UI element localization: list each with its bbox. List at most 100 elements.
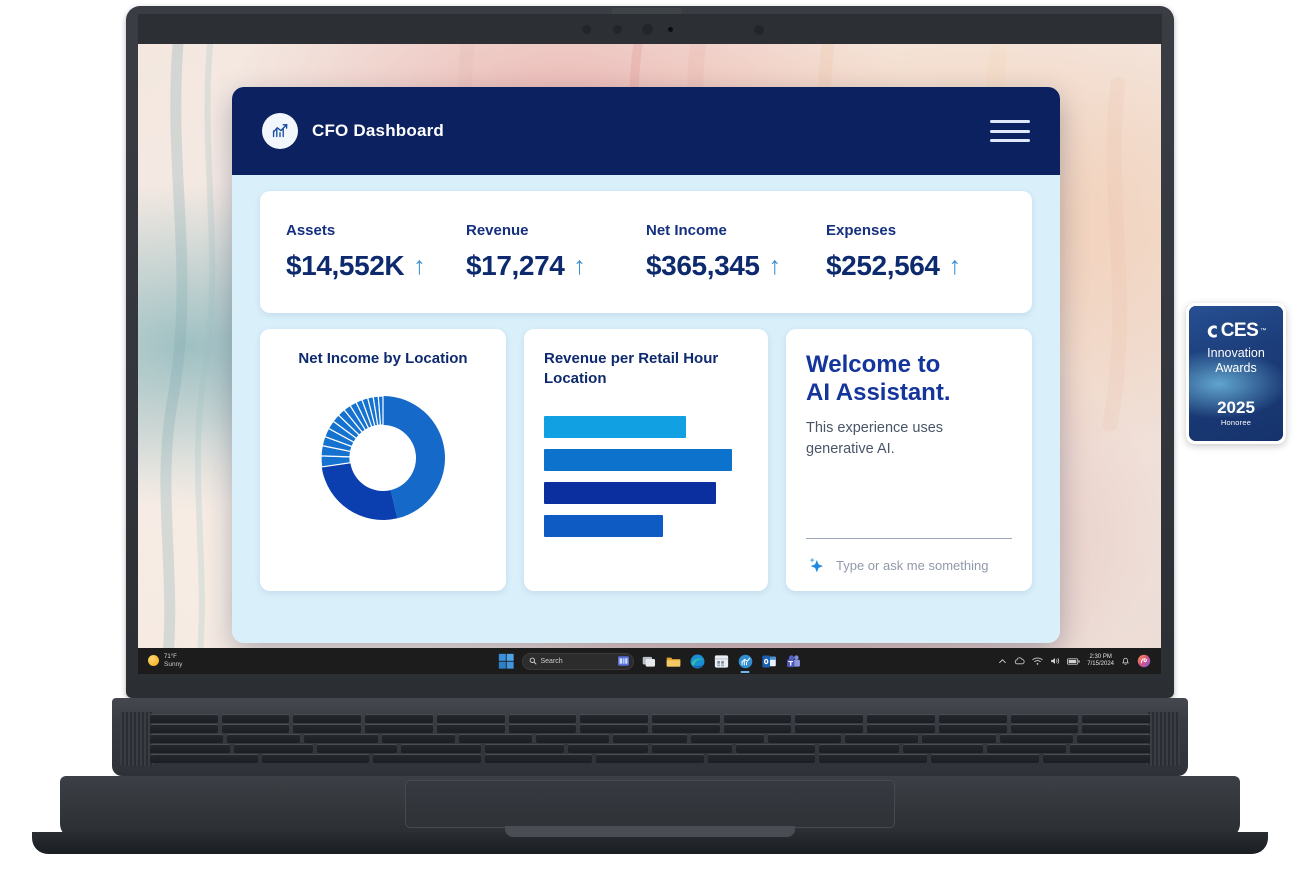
keyboard-key[interactable] xyxy=(795,724,864,733)
battery-icon[interactable] xyxy=(1067,657,1080,666)
volume-icon[interactable] xyxy=(1050,656,1060,666)
keyboard-key[interactable] xyxy=(922,734,996,743)
keyboard-key[interactable] xyxy=(652,714,720,723)
ai-title-line-1: Welcome to xyxy=(806,351,941,378)
bell-icon[interactable] xyxy=(1121,656,1130,666)
keyboard-key[interactable] xyxy=(580,724,649,733)
keyboard-key[interactable] xyxy=(373,754,481,763)
active-app-indicator xyxy=(740,670,750,673)
task-view-glyph xyxy=(642,656,655,667)
sparkle-icon xyxy=(809,557,823,573)
keyboard-key[interactable] xyxy=(458,734,533,743)
keyboard-key[interactable] xyxy=(484,744,565,753)
network-icon[interactable] xyxy=(1032,656,1043,666)
keyboard-key[interactable] xyxy=(652,744,732,753)
keyboard-key[interactable] xyxy=(1082,714,1151,723)
taskbar-weather-widget[interactable]: 71°F Sunny xyxy=(138,654,388,668)
taskbar-search-box[interactable]: Search xyxy=(521,652,634,670)
keyboard-key[interactable] xyxy=(767,734,842,743)
keyboard-key[interactable] xyxy=(304,734,378,743)
keyboard-key[interactable] xyxy=(401,744,481,753)
taskbar-center: Search xyxy=(388,652,911,673)
cfo-dashboard-app-icon[interactable] xyxy=(737,653,754,673)
keyboard-key[interactable] xyxy=(221,714,290,723)
keyboard-key[interactable] xyxy=(1010,724,1079,733)
keyboard-key[interactable] xyxy=(819,744,900,753)
keyboard-key[interactable] xyxy=(999,734,1073,743)
keyboard-key[interactable] xyxy=(986,744,1067,753)
microsoft-store-icon[interactable] xyxy=(713,653,730,670)
kpi-expenses: Expenses $252,564 ↑ xyxy=(826,222,1006,282)
donut-slice xyxy=(383,396,445,519)
keyboard-key[interactable] xyxy=(690,734,764,743)
kpi-revenue: Revenue $17,274 ↑ xyxy=(466,222,646,282)
keyboard-key[interactable] xyxy=(1076,734,1151,743)
ai-welcome-title: Welcome to AI Assistant. xyxy=(806,351,1012,407)
show-hidden-icons-chevron[interactable] xyxy=(998,657,1007,666)
keyboard-key[interactable] xyxy=(293,724,362,733)
keyboard-key[interactable] xyxy=(903,744,983,753)
keyboard-key[interactable] xyxy=(938,724,1007,733)
ai-prompt-input[interactable]: Type or ask me something xyxy=(806,539,1012,591)
copilot-search-icon[interactable] xyxy=(617,656,629,666)
keyboard-key[interactable] xyxy=(1042,754,1151,763)
divider xyxy=(806,538,1012,539)
keyboard-key[interactable] xyxy=(723,724,792,733)
keyboard-key[interactable] xyxy=(381,734,455,743)
keyboard-key[interactable] xyxy=(317,744,398,753)
keyboard-key[interactable] xyxy=(596,754,704,763)
keyboard-key[interactable] xyxy=(938,714,1007,723)
keyboard-key[interactable] xyxy=(436,714,505,723)
bar xyxy=(544,481,716,504)
keyboard-key[interactable] xyxy=(365,714,433,723)
keyboard-key[interactable] xyxy=(150,724,218,733)
keyboard-key[interactable] xyxy=(261,754,370,763)
keyboard-key[interactable] xyxy=(508,714,577,723)
keyboard-key[interactable] xyxy=(930,754,1039,763)
keyboard-key[interactable] xyxy=(1070,744,1151,753)
keyboard-key[interactable] xyxy=(293,714,362,723)
keyboard-key[interactable] xyxy=(227,734,301,743)
keyboard-key[interactable] xyxy=(1010,714,1079,723)
keyboard-key[interactable] xyxy=(707,754,816,763)
laptop-keyboard[interactable] xyxy=(150,714,1151,766)
keyboard-key[interactable] xyxy=(536,734,610,743)
keyboard-key[interactable] xyxy=(1082,724,1151,733)
kpi-value: $365,345 xyxy=(646,250,760,281)
keyboard-key[interactable] xyxy=(795,714,864,723)
speaker-grille-right xyxy=(1146,712,1180,766)
windows-start-icon[interactable] xyxy=(498,653,515,670)
keyboard-key[interactable] xyxy=(221,724,290,733)
keyboard-key[interactable] xyxy=(819,754,927,763)
keyboard-key[interactable] xyxy=(568,744,649,753)
keyboard-key[interactable] xyxy=(233,744,314,753)
taskbar-clock[interactable]: 2:30 PM 7/15/2024 xyxy=(1087,654,1114,668)
copilot-icon[interactable] xyxy=(1137,654,1151,668)
file-explorer-icon[interactable] xyxy=(665,653,682,670)
windows-taskbar: 71°F Sunny xyxy=(138,648,1161,674)
teams-icon[interactable] xyxy=(785,653,802,670)
keyboard-key[interactable] xyxy=(613,734,687,743)
edge-browser-icon[interactable] xyxy=(689,653,706,670)
task-view-icon[interactable] xyxy=(641,653,658,670)
keyboard-key[interactable] xyxy=(723,714,792,723)
keyboard-key[interactable] xyxy=(150,754,258,763)
keyboard-key[interactable] xyxy=(580,714,649,723)
keyboard-key[interactable] xyxy=(484,754,593,763)
keyboard-key[interactable] xyxy=(735,744,816,753)
laptop-device: CFO Dashboard Assets $14,552 xyxy=(32,6,1268,854)
onedrive-icon[interactable] xyxy=(1014,656,1025,666)
keyboard-key[interactable] xyxy=(652,724,720,733)
keyboard-key[interactable] xyxy=(365,724,433,733)
hamburger-menu-icon[interactable] xyxy=(990,117,1030,145)
keyboard-key[interactable] xyxy=(436,724,505,733)
keyboard-key[interactable] xyxy=(867,724,935,733)
laptop-trackpad[interactable] xyxy=(405,780,895,828)
outlook-icon[interactable] xyxy=(761,653,778,670)
keyboard-key[interactable] xyxy=(150,714,218,723)
keyboard-key[interactable] xyxy=(150,744,230,753)
keyboard-key[interactable] xyxy=(845,734,919,743)
keyboard-key[interactable] xyxy=(150,734,224,743)
keyboard-key[interactable] xyxy=(508,724,577,733)
keyboard-key[interactable] xyxy=(867,714,935,723)
